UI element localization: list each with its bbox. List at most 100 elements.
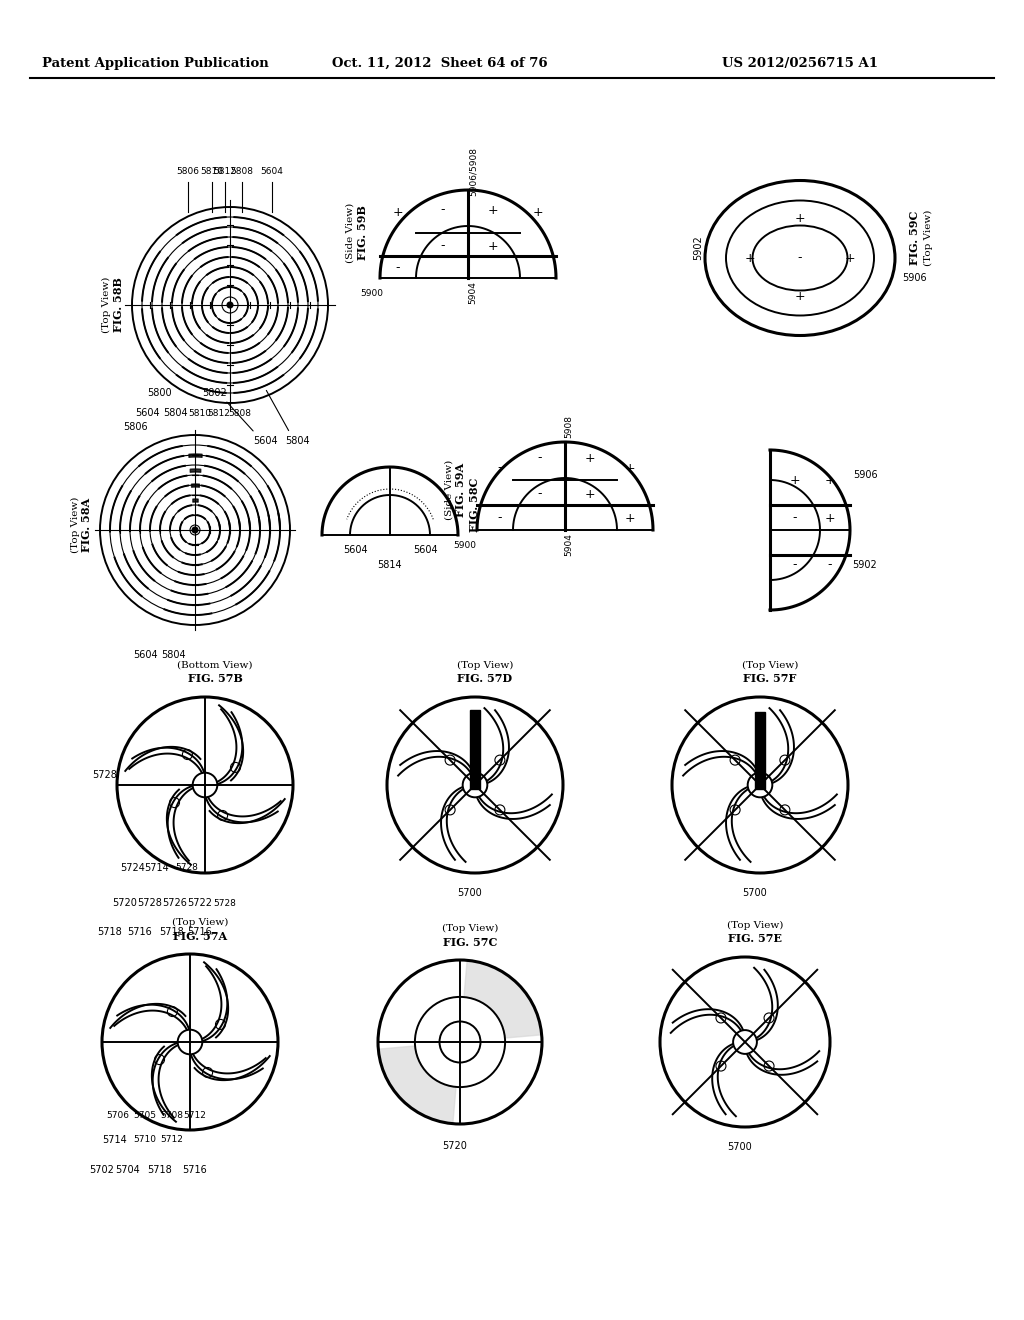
Bar (470, 710, 480, 789)
Text: 5902: 5902 (853, 560, 878, 570)
Text: +: + (487, 239, 499, 252)
Text: 5724: 5724 (121, 863, 145, 873)
Text: 5714: 5714 (144, 863, 169, 873)
Text: 5604: 5604 (260, 168, 284, 177)
Text: 5800: 5800 (147, 388, 172, 399)
Text: 5906/5908: 5906/5908 (469, 148, 477, 197)
Text: -: - (498, 511, 502, 524)
Text: 5700: 5700 (742, 888, 767, 898)
Text: 5720: 5720 (442, 1140, 467, 1151)
Text: 5604: 5604 (253, 436, 278, 446)
Text: 5902: 5902 (693, 236, 703, 260)
Text: FIG. 57E: FIG. 57E (728, 933, 782, 945)
Text: -: - (827, 558, 833, 572)
Text: 5702: 5702 (89, 1166, 115, 1175)
Text: (Top View): (Top View) (172, 917, 228, 927)
Text: 5908: 5908 (564, 416, 573, 438)
Text: (Bottom View): (Bottom View) (177, 660, 253, 669)
Text: +: + (744, 252, 756, 264)
Text: 5728: 5728 (92, 770, 118, 780)
Text: 5728: 5728 (175, 863, 199, 873)
Text: +: + (790, 474, 801, 487)
Text: 5712: 5712 (161, 1135, 183, 1144)
Text: 5810: 5810 (201, 168, 223, 177)
Text: 5808: 5808 (228, 408, 252, 417)
Text: +: + (392, 206, 403, 219)
Text: 5900: 5900 (360, 289, 384, 297)
Text: (Side View): (Side View) (345, 203, 354, 263)
Text: 5718: 5718 (160, 927, 184, 937)
Text: FIG. 57B: FIG. 57B (187, 673, 243, 685)
Text: +: + (845, 252, 855, 264)
Text: -: - (793, 511, 798, 524)
Text: 5700: 5700 (458, 888, 482, 898)
Text: 5804: 5804 (163, 408, 187, 418)
Text: FIG. 58B: FIG. 58B (113, 277, 124, 333)
Text: (Top View): (Top View) (71, 496, 80, 553)
Text: +: + (625, 462, 635, 474)
Text: 5810: 5810 (188, 408, 212, 417)
Text: 5705: 5705 (133, 1110, 157, 1119)
Text: 5906: 5906 (902, 273, 927, 282)
Text: 5728: 5728 (214, 899, 237, 908)
Text: 5708: 5708 (161, 1110, 183, 1119)
Text: 5604: 5604 (413, 545, 437, 554)
Text: US 2012/0256715 A1: US 2012/0256715 A1 (722, 57, 878, 70)
Circle shape (193, 527, 198, 533)
Text: FIG. 58A: FIG. 58A (82, 498, 92, 552)
Text: +: + (824, 474, 836, 487)
Text: 5808: 5808 (230, 168, 254, 177)
Circle shape (227, 302, 233, 308)
Text: FIG. 58C: FIG. 58C (469, 478, 480, 532)
Text: +: + (487, 203, 499, 216)
Text: 5904: 5904 (469, 281, 477, 305)
Polygon shape (378, 1045, 456, 1123)
Text: 5812: 5812 (214, 168, 237, 177)
Text: 5712: 5712 (183, 1110, 207, 1119)
Text: 5804: 5804 (286, 436, 310, 446)
Text: 5716: 5716 (128, 927, 153, 937)
Text: FIG. 57A: FIG. 57A (173, 931, 227, 941)
Text: 5904: 5904 (564, 533, 573, 557)
Text: 5716: 5716 (182, 1166, 208, 1175)
Text: 5806: 5806 (176, 168, 200, 177)
Text: -: - (538, 451, 543, 465)
Text: -: - (798, 252, 802, 264)
Text: (Top View): (Top View) (457, 660, 513, 669)
Text: Patent Application Publication: Patent Application Publication (42, 57, 268, 70)
Bar (755, 711, 765, 789)
Text: -: - (793, 558, 798, 572)
Text: 5704: 5704 (116, 1166, 140, 1175)
Text: FIG. 57C: FIG. 57C (442, 936, 498, 948)
Text: 5906: 5906 (853, 470, 878, 480)
Text: 5812: 5812 (208, 408, 230, 417)
Text: Oct. 11, 2012  Sheet 64 of 76: Oct. 11, 2012 Sheet 64 of 76 (332, 57, 548, 70)
Text: 5716: 5716 (187, 927, 212, 937)
Text: 5806: 5806 (123, 422, 147, 432)
Text: FIG. 59A: FIG. 59A (456, 463, 467, 517)
Text: -: - (538, 487, 543, 500)
Text: 5720: 5720 (113, 898, 137, 908)
Text: 5710: 5710 (133, 1135, 157, 1144)
Text: +: + (795, 211, 805, 224)
Text: -: - (440, 239, 445, 252)
Text: FIG. 59B: FIG. 59B (357, 206, 369, 260)
Text: -: - (440, 203, 445, 216)
Text: 5722: 5722 (187, 898, 213, 908)
Text: (Top View): (Top View) (101, 277, 111, 333)
Text: (Top View): (Top View) (741, 660, 798, 669)
Text: 5804: 5804 (161, 649, 185, 660)
Text: FIG. 57D: FIG. 57D (458, 673, 513, 685)
Text: (Side View): (Side View) (444, 459, 454, 520)
Text: +: + (532, 206, 544, 219)
Text: +: + (585, 451, 595, 465)
Text: (Top View): (Top View) (727, 920, 783, 929)
Text: 5706: 5706 (106, 1110, 129, 1119)
Text: +: + (824, 511, 836, 524)
Text: 5604: 5604 (135, 408, 160, 418)
Text: 5900: 5900 (454, 540, 476, 549)
Text: +: + (585, 487, 595, 500)
Text: (Top View): (Top View) (441, 924, 499, 932)
Text: 5718: 5718 (97, 927, 123, 937)
Text: FIG. 57F: FIG. 57F (743, 673, 797, 685)
